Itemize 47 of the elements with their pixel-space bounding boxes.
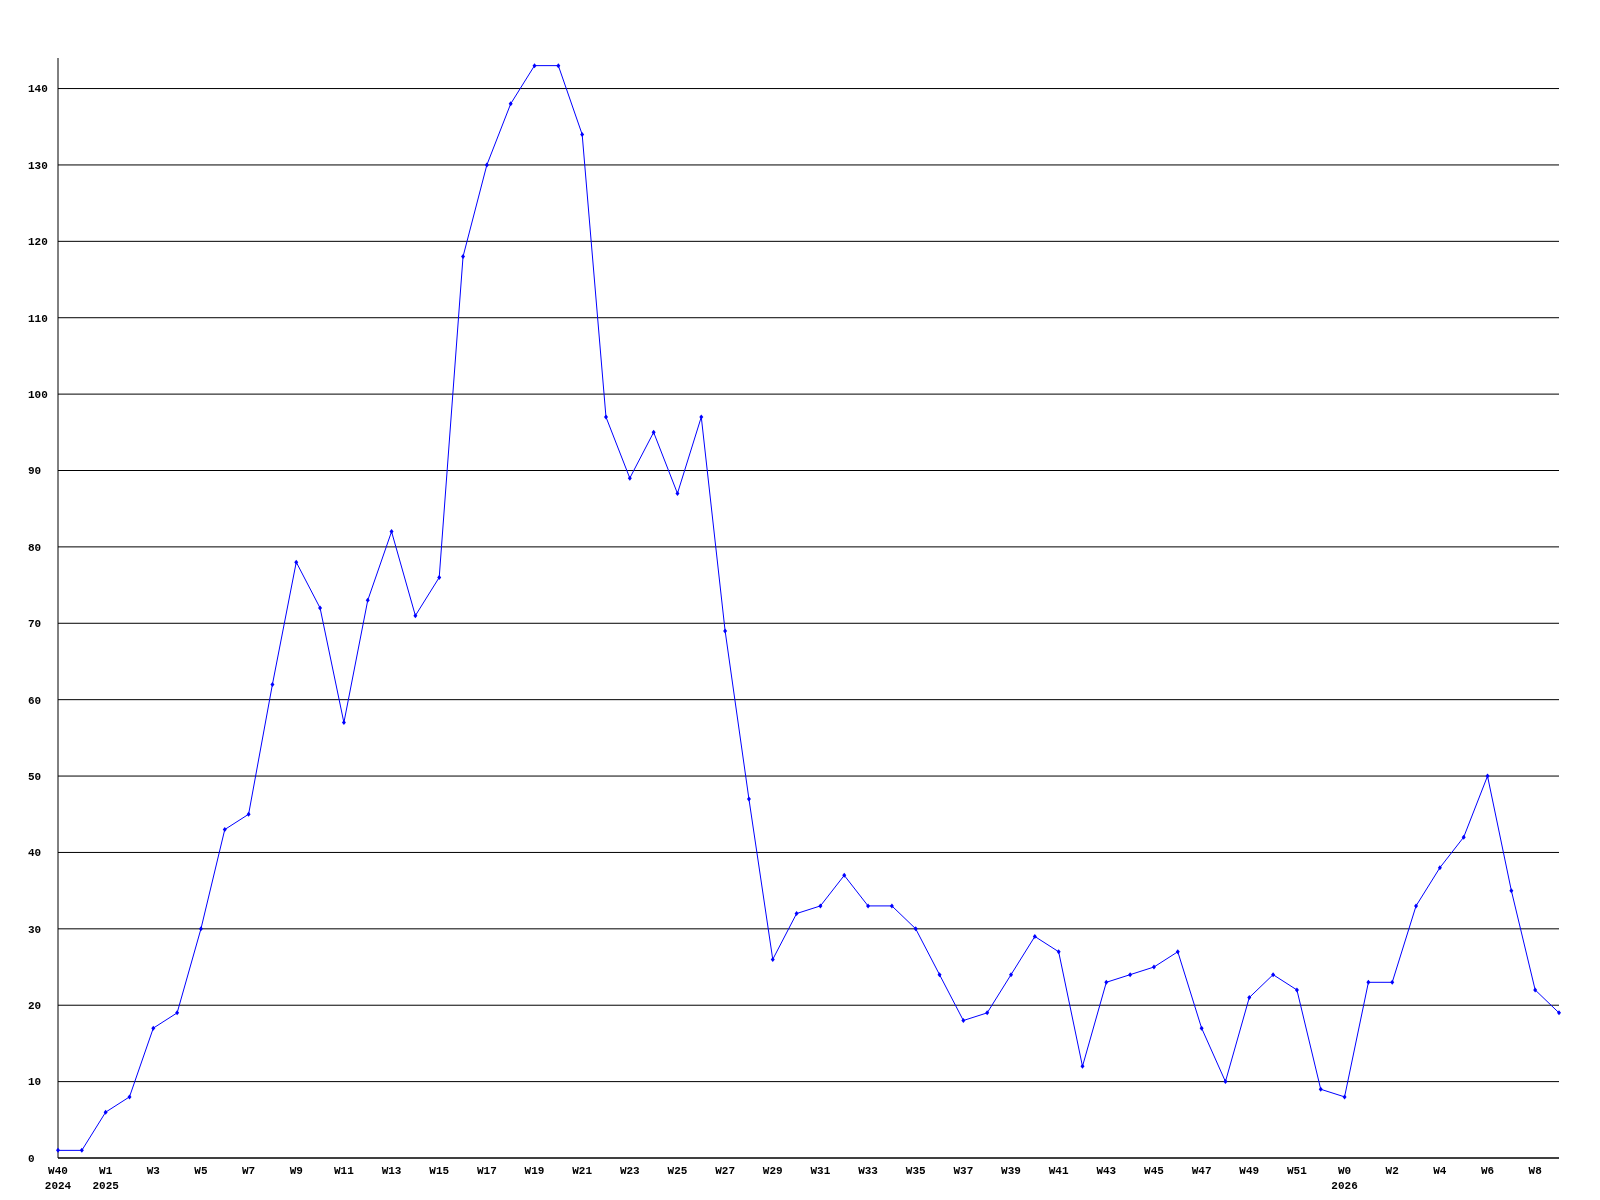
y-tick-label: 30 [28, 923, 42, 936]
x-tick-label: W13 [381, 1165, 402, 1177]
x-tick-label: W9 [289, 1165, 303, 1177]
y-tick-label: 60 [28, 694, 42, 707]
x-tick-label: W51 [1287, 1165, 1308, 1177]
x-tick-label: W17 [476, 1165, 497, 1177]
y-tick-label: 90 [28, 465, 42, 478]
x-tick-label: W37 [953, 1165, 974, 1177]
y-tick-label: 140 [28, 83, 48, 96]
x-tick-label: W3 [146, 1165, 161, 1177]
x-tick-label: W43 [1096, 1165, 1117, 1177]
x-tick-label: W27 [715, 1165, 736, 1177]
x-tick-label: W25 [667, 1165, 688, 1177]
y-tick-label: 50 [28, 770, 42, 783]
x-tick-label: W33 [858, 1165, 879, 1177]
y-tick-label: 120 [28, 236, 48, 249]
y-tick-label: 10 [28, 1076, 42, 1089]
x-tick-label: W6 [1480, 1165, 1495, 1177]
x-tick-label: W0 2026 [1331, 1165, 1358, 1192]
x-tick-label: W1 2025 [92, 1165, 120, 1192]
y-tick-label: 70 [28, 618, 42, 631]
y-tick-label: 130 [28, 159, 48, 172]
x-tick-label: W5 [194, 1165, 208, 1177]
x-tick-label: W15 [429, 1165, 450, 1177]
y-tick-label: 100 [28, 388, 48, 401]
x-tick-label: W49 [1239, 1165, 1260, 1177]
x-tick-label: W47 [1191, 1165, 1212, 1177]
x-tick-label: W35 [905, 1165, 927, 1177]
x-tick-label: W39 [1001, 1165, 1021, 1177]
x-tick-label: W41 [1048, 1165, 1069, 1177]
x-tick-label: W4 [1433, 1165, 1447, 1177]
x-tick-label: W2 [1385, 1165, 1399, 1177]
y-tick-label: 110 [28, 312, 48, 325]
x-tick-label: W11 [334, 1165, 355, 1177]
x-tick-label: W23 [619, 1165, 641, 1177]
y-tick-label: 80 [28, 541, 42, 554]
x-tick-label: W31 [810, 1165, 831, 1177]
y-tick-label: 20 [28, 1000, 42, 1013]
y-tick-label: 0 [28, 1152, 35, 1165]
x-tick-label: W19 [524, 1165, 545, 1177]
x-tick-label: W21 [572, 1165, 593, 1177]
x-tick-label: W7 [242, 1165, 256, 1177]
x-tick-label: W8 [1528, 1165, 1543, 1177]
x-tick-label: W29 [762, 1165, 783, 1177]
x-tick-label: W40 2024 [44, 1165, 72, 1192]
x-tick-label: W45 [1144, 1165, 1165, 1177]
y-tick-label: 40 [28, 847, 42, 860]
